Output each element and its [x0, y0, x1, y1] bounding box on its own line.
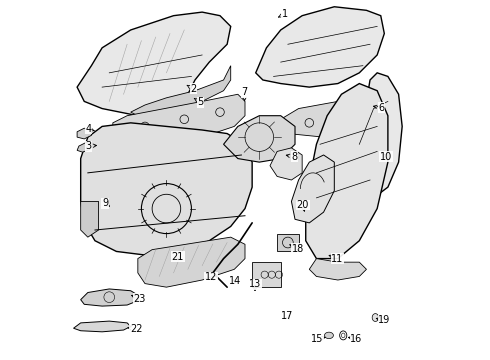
Text: 15: 15	[311, 334, 325, 344]
Polygon shape	[306, 84, 388, 258]
Text: 14: 14	[229, 276, 241, 286]
Text: 22: 22	[128, 324, 142, 334]
Polygon shape	[81, 202, 98, 237]
Ellipse shape	[372, 314, 379, 321]
Text: 12: 12	[205, 272, 217, 282]
Text: 10: 10	[380, 152, 392, 162]
Text: 1: 1	[279, 9, 288, 19]
Text: 2: 2	[187, 84, 196, 94]
Text: 9: 9	[102, 198, 110, 208]
Text: 4: 4	[85, 124, 95, 134]
Text: 3: 3	[85, 141, 97, 151]
Polygon shape	[281, 102, 384, 137]
Polygon shape	[270, 148, 302, 180]
Text: 13: 13	[249, 279, 261, 291]
Polygon shape	[81, 289, 138, 306]
Text: 11: 11	[329, 253, 343, 264]
Text: 7: 7	[242, 87, 248, 101]
Polygon shape	[131, 66, 231, 119]
Polygon shape	[138, 237, 245, 287]
Polygon shape	[113, 94, 245, 144]
Text: 20: 20	[296, 200, 309, 211]
Polygon shape	[81, 123, 252, 255]
Text: 23: 23	[131, 294, 146, 303]
Bar	[252, 262, 281, 287]
Text: 8: 8	[286, 152, 297, 162]
Polygon shape	[352, 73, 402, 198]
Text: 16: 16	[348, 334, 363, 344]
Bar	[277, 234, 298, 251]
Polygon shape	[74, 321, 131, 332]
Polygon shape	[77, 12, 231, 116]
Text: 18: 18	[290, 244, 304, 253]
Ellipse shape	[324, 332, 333, 339]
Polygon shape	[309, 258, 367, 280]
Polygon shape	[292, 155, 334, 223]
Text: 5: 5	[194, 97, 203, 107]
Polygon shape	[256, 7, 384, 87]
Text: 19: 19	[376, 315, 391, 325]
Polygon shape	[77, 143, 92, 152]
Polygon shape	[77, 128, 92, 139]
Text: 21: 21	[172, 252, 184, 262]
Polygon shape	[223, 116, 295, 162]
Text: 6: 6	[373, 103, 385, 113]
Text: 17: 17	[281, 311, 294, 321]
